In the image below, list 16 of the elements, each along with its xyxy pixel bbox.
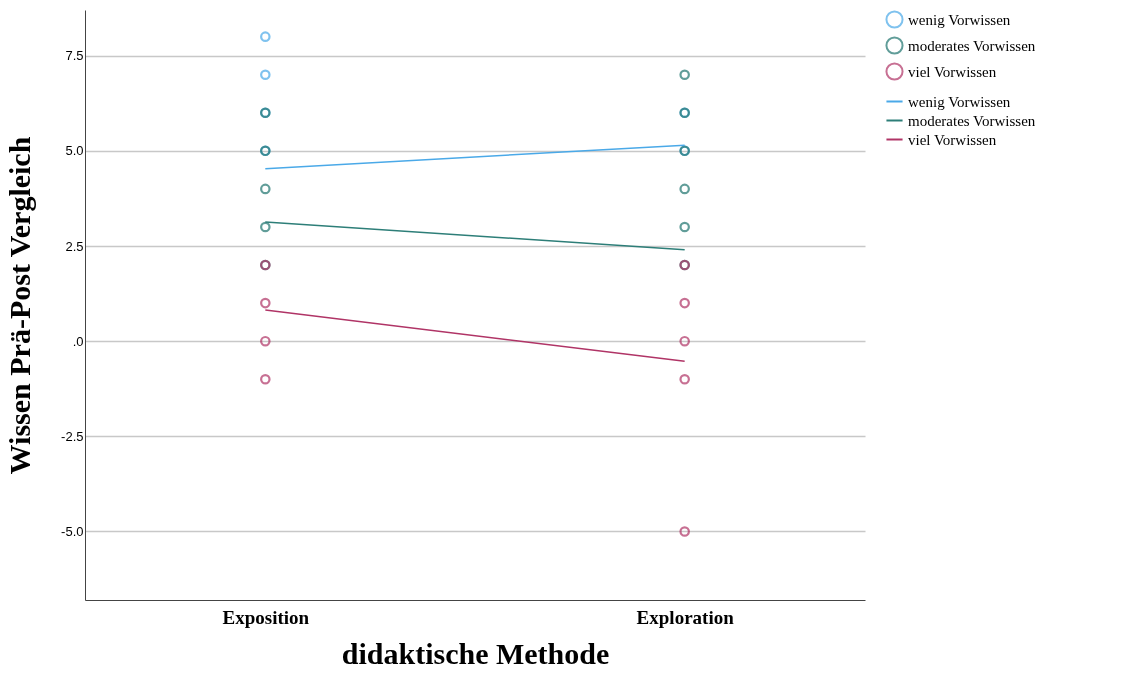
legend-label: wenig Vorwissen xyxy=(908,93,1011,110)
x-tick-label: Exploration xyxy=(636,606,735,628)
legend-label: moderates Vorwissen xyxy=(908,37,1036,54)
legend-label: viel Vorwissen xyxy=(908,63,997,80)
x-tick-label: Exposition xyxy=(222,606,310,628)
y-tick-label: -2.5 xyxy=(61,428,84,444)
legend-label: moderates Vorwissen xyxy=(908,112,1036,129)
y-tick-label: 5.0 xyxy=(65,143,84,159)
legend-label: wenig Vorwissen xyxy=(908,11,1011,28)
x-axis-title: didaktische Methode xyxy=(341,636,610,670)
y-axis-title: Wissen Prä-Post Vergleich xyxy=(3,136,37,475)
legend-label: viel Vorwissen xyxy=(908,131,997,148)
y-tick-label: -5.0 xyxy=(61,523,84,539)
y-tick-label: 7.5 xyxy=(65,48,84,64)
y-tick-label: 2.5 xyxy=(65,238,84,254)
y-tick-label: .0 xyxy=(72,333,84,349)
